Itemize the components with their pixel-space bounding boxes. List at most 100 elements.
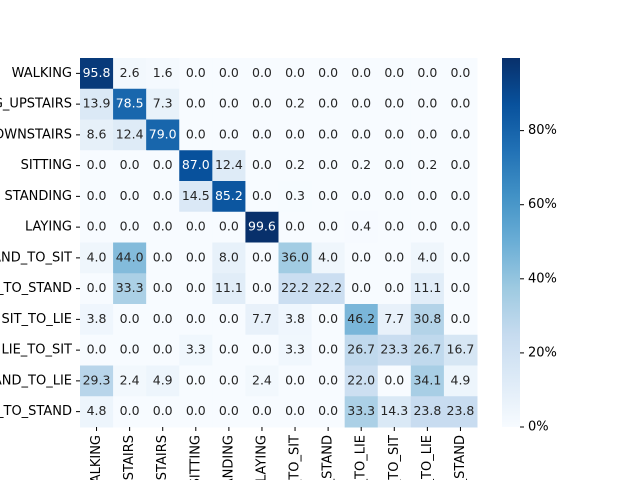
cell-label: 34.1: [413, 372, 441, 387]
cell-label: 23.8: [413, 403, 441, 418]
cell-label: 0.0: [153, 188, 173, 203]
x-tick-label: SIT_TO_LIE: [354, 435, 369, 480]
cell-label: 0.0: [318, 96, 338, 111]
cell: [311, 396, 346, 428]
cell-label: 23.3: [380, 342, 408, 357]
cell: [113, 88, 147, 120]
cell: [311, 211, 346, 243]
cell: [146, 365, 180, 397]
cell-label: 7.7: [384, 311, 404, 326]
cell: [443, 273, 478, 305]
cell-label: 0.0: [285, 403, 305, 418]
cell: [311, 181, 346, 213]
cell-label: 44.0: [116, 249, 144, 264]
x-tick-label: WALKING_DOWNSTAIRS: [155, 435, 170, 480]
cell: [113, 273, 147, 305]
cell-label: 0.0: [318, 65, 338, 80]
cell: [377, 211, 412, 243]
cell-label: 0.0: [153, 342, 173, 357]
cell-label: 0.0: [219, 403, 239, 418]
cell-label: 0.0: [252, 280, 272, 295]
cell: [410, 365, 445, 397]
cell: [245, 396, 279, 428]
x-tick-label: STAND_TO_SIT: [288, 435, 303, 480]
x-tick-label: LIE_TO_STAND: [453, 435, 468, 480]
cell-label: 0.0: [186, 372, 206, 387]
cell-label: 0.0: [219, 65, 239, 80]
cell-label: 0.0: [384, 157, 404, 172]
cell: [278, 119, 313, 151]
cell: [146, 334, 180, 366]
cell: [410, 211, 445, 243]
cell: [179, 211, 213, 243]
cell-label: 8.6: [87, 126, 107, 141]
cell-label: 4.0: [318, 249, 338, 264]
cell-label: 3.3: [285, 342, 305, 357]
x-tick-label: LIE_TO_SIT: [387, 435, 402, 480]
cell-label: 46.2: [347, 311, 375, 326]
y-tick-label: SITTING: [21, 158, 72, 173]
cell-label: 26.7: [413, 342, 441, 357]
cell: [80, 334, 114, 366]
cell: [212, 334, 246, 366]
cell: [344, 396, 379, 428]
y-tick-label: SIT_TO_LIE: [2, 312, 73, 327]
cell: [377, 396, 412, 428]
cell: [80, 181, 114, 213]
cell-label: 0.0: [318, 219, 338, 234]
cell: [443, 88, 478, 120]
cell-label: 0.0: [219, 372, 239, 387]
cell: [146, 242, 180, 274]
cell: [113, 304, 147, 336]
cell: [344, 242, 379, 274]
cell: [278, 88, 313, 120]
cell-label: 11.1: [215, 280, 243, 295]
cell-label: 3.8: [87, 311, 107, 326]
cell-label: 0.0: [252, 249, 272, 264]
cell: [113, 242, 147, 274]
cell-label: 0.2: [285, 157, 305, 172]
cell: [212, 304, 246, 336]
cell: [443, 58, 478, 90]
cell-label: 0.2: [285, 96, 305, 111]
cell: [311, 334, 346, 366]
cell: [80, 396, 114, 428]
cell: [245, 304, 279, 336]
cell: [278, 334, 313, 366]
cell-label: 0.2: [351, 157, 371, 172]
cell: [377, 304, 412, 336]
cell: [311, 150, 346, 182]
cell-label: 0.0: [120, 342, 140, 357]
cell-label: 0.0: [451, 157, 471, 172]
cell: [113, 150, 147, 182]
cell: [80, 242, 114, 274]
cell-label: 0.0: [219, 311, 239, 326]
cell: [179, 58, 213, 90]
cell-label: 14.5: [182, 188, 210, 203]
cell-label: 85.2: [215, 188, 243, 203]
cell-label: 0.0: [186, 219, 206, 234]
cell: [146, 304, 180, 336]
cell: [278, 211, 313, 243]
cell: [245, 58, 279, 90]
cell-label: 0.0: [186, 311, 206, 326]
colorbar-tick-label: 60%: [528, 197, 557, 212]
cell-label: 0.0: [451, 280, 471, 295]
cell: [344, 181, 379, 213]
cell: [245, 242, 279, 274]
cell-label: 99.6: [248, 219, 276, 234]
colorbar-tick-label: 20%: [528, 345, 557, 360]
cell-label: 0.0: [120, 403, 140, 418]
cell: [443, 365, 478, 397]
cell: [179, 396, 213, 428]
cell-label: 0.0: [153, 280, 173, 295]
cell-label: 0.2: [417, 157, 437, 172]
cell: [245, 181, 279, 213]
cell-label: 0.0: [186, 249, 206, 264]
cell: [278, 396, 313, 428]
cell: [212, 242, 246, 274]
cell-label: 0.0: [351, 188, 371, 203]
y-tick-label: STAND_TO_LIE: [0, 373, 72, 388]
cell: [410, 242, 445, 274]
cell-label: 79.0: [149, 126, 177, 141]
